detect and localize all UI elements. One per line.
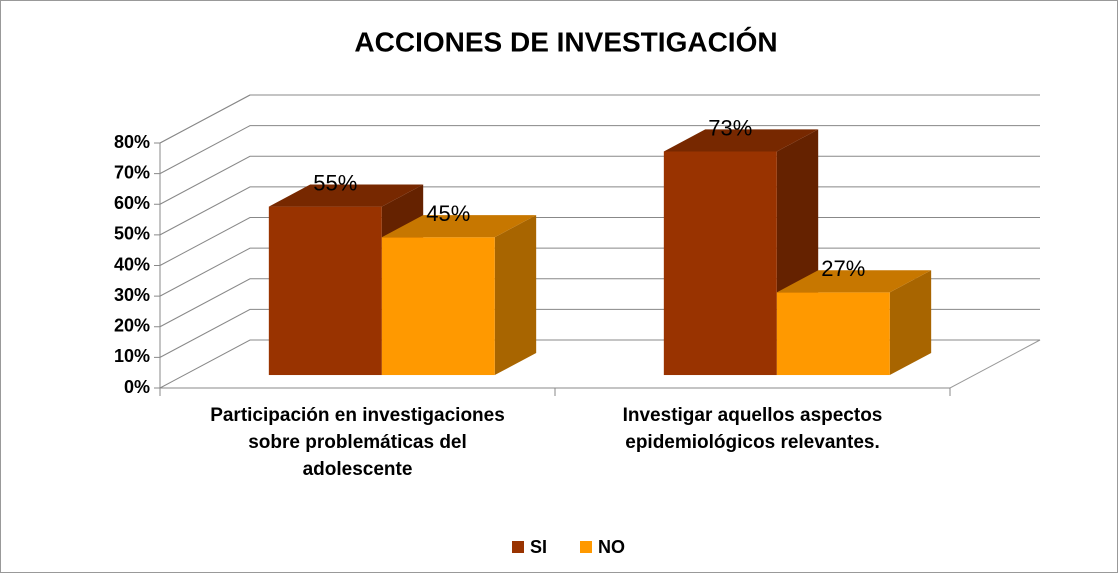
legend-swatch (580, 541, 592, 553)
y-tick-label: 0% (124, 377, 150, 397)
grid-line (159, 125, 1040, 175)
y-tick-label: 60% (114, 193, 150, 213)
data-label: 73% (708, 115, 752, 140)
legend-swatch (512, 541, 524, 553)
data-label: 55% (313, 170, 357, 195)
data-label: 27% (821, 256, 865, 281)
y-tick-label: 10% (114, 346, 150, 366)
bar (663, 151, 777, 376)
grid-line (159, 94, 1040, 144)
bar (776, 292, 890, 376)
data-label: 45% (426, 201, 470, 226)
y-tick-label: 30% (114, 285, 150, 305)
bar (268, 206, 382, 376)
y-tick-label: 50% (114, 224, 150, 244)
chart-title: ACCIONES DE INVESTIGACIÓN (354, 26, 777, 57)
y-tick-label: 70% (114, 162, 150, 182)
x-tick-label: Participación en investigaciones sobre p… (210, 405, 505, 480)
y-tick-label: 20% (114, 316, 150, 336)
bar-side (494, 215, 537, 376)
legend-label: SI (530, 537, 547, 557)
bar-side (889, 270, 932, 376)
y-tick-label: 80% (114, 132, 150, 152)
x-tick-label: Investigar aquellos aspectos epidemiológ… (622, 405, 883, 453)
bar-top (776, 270, 932, 293)
y-tick-label: 40% (114, 254, 150, 274)
bar-top (381, 215, 537, 238)
bar (381, 237, 495, 376)
bar-top (268, 184, 424, 207)
legend-label: NO (598, 537, 625, 557)
bar-top (663, 129, 819, 152)
